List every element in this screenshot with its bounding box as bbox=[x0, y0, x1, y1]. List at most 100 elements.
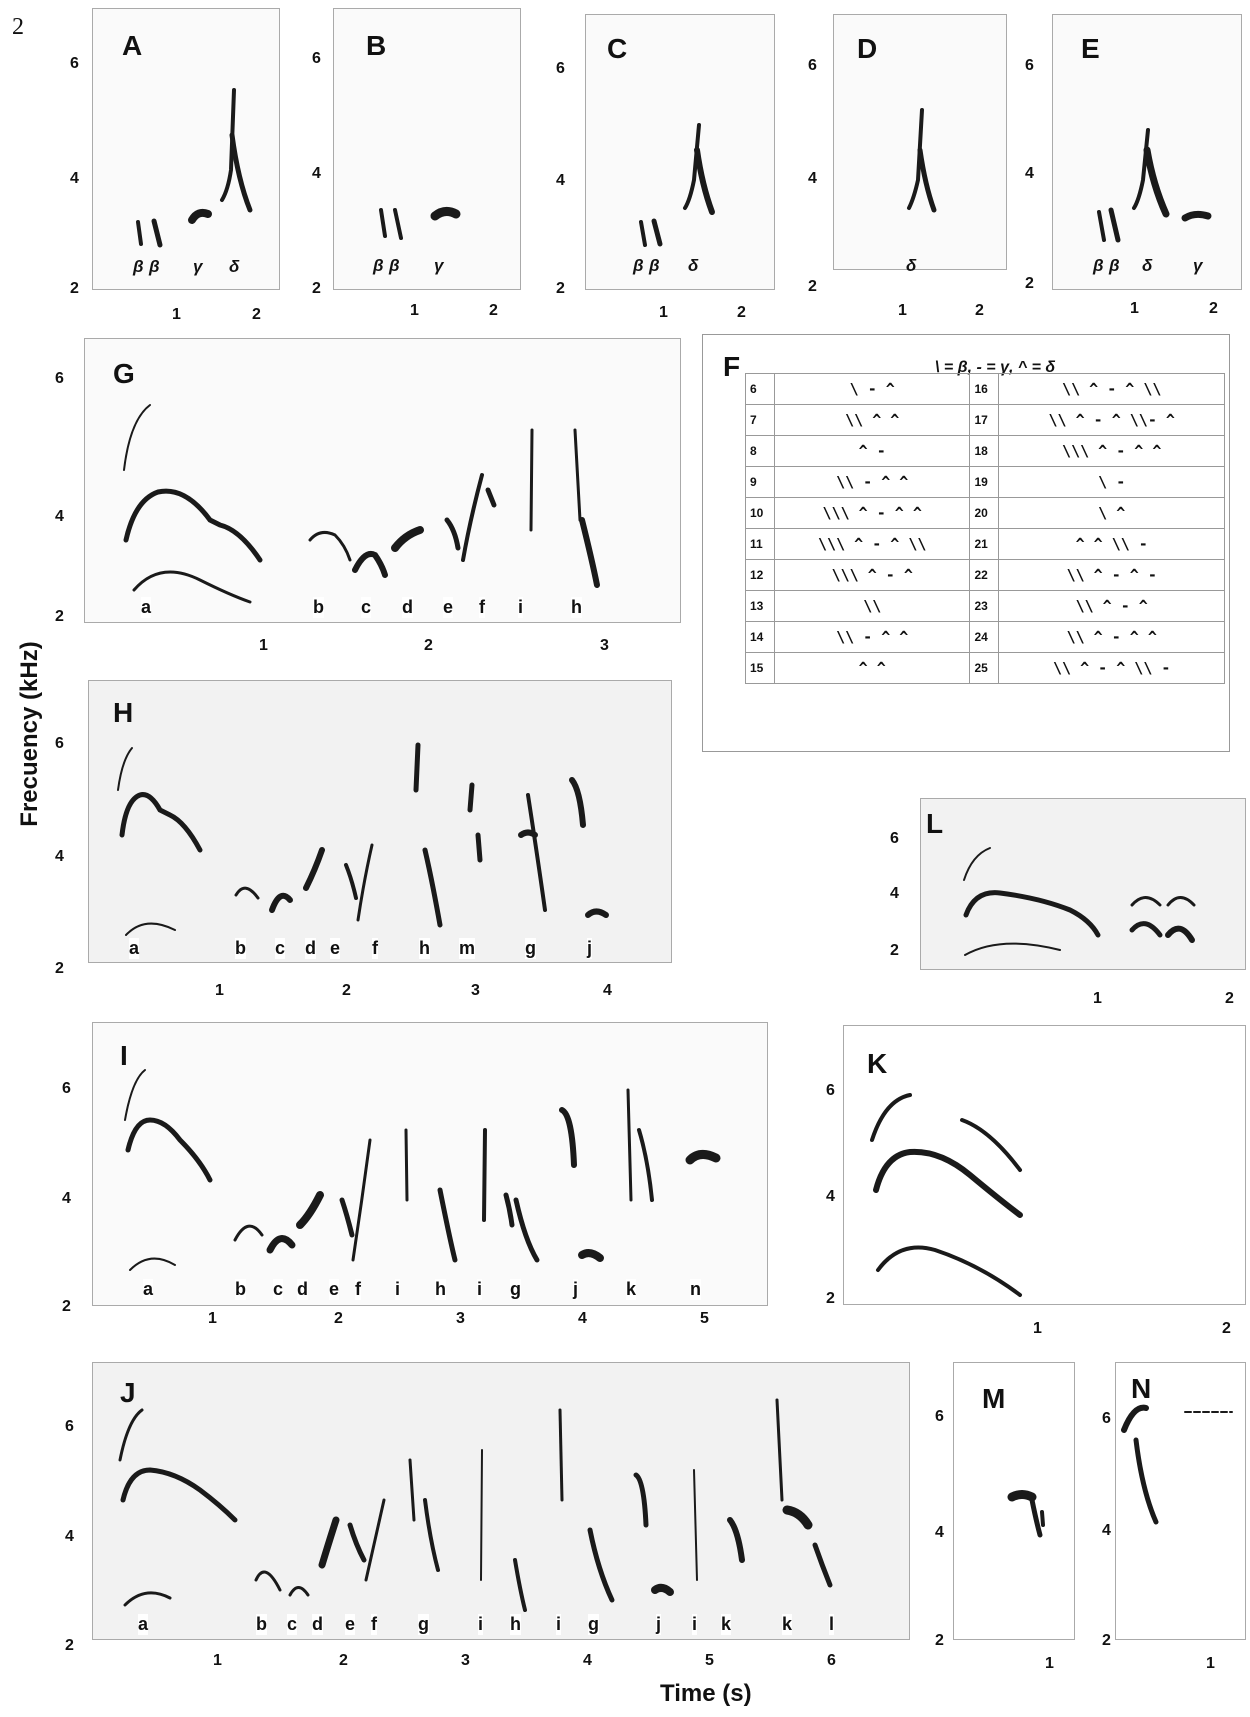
sequence-row: 7 \\ ^ ^ 17 \\ ^ - ^ \\- ^ bbox=[745, 404, 1225, 436]
spectrogram-panel-b bbox=[333, 8, 521, 290]
sequence-number: 16 bbox=[969, 373, 1000, 405]
x-tick: 1 bbox=[215, 982, 224, 999]
x-tick: 2 bbox=[975, 302, 984, 319]
spectrogram-panel-c bbox=[585, 14, 775, 290]
y-tick: 6 bbox=[890, 830, 899, 847]
note-label: n bbox=[690, 1279, 701, 1300]
note-label: β bbox=[133, 257, 144, 276]
note-label: c bbox=[361, 597, 372, 618]
note-label: e bbox=[443, 597, 454, 618]
x-tick: 2 bbox=[1209, 300, 1218, 317]
sequence-number: 17 bbox=[969, 404, 1000, 436]
panel-label-m: M bbox=[982, 1383, 1006, 1414]
note-label: f bbox=[372, 938, 378, 959]
sequence-pattern: \\ ^ - ^ \\- ^ bbox=[998, 404, 1225, 436]
y-tick: 4 bbox=[890, 885, 899, 902]
sequence-pattern: \\ ^ ^ bbox=[773, 404, 971, 436]
note-label: h bbox=[419, 938, 430, 959]
y-tick: 4 bbox=[935, 1524, 944, 1541]
note-label: d bbox=[402, 597, 413, 618]
y-tick: 6 bbox=[62, 1080, 71, 1097]
sequence-legend-table: F \ = β, - = γ, ^ = δ 6 \ - ^ 16 \\ ^ - ^ \… bbox=[702, 334, 1230, 752]
note-label: j bbox=[573, 1279, 579, 1300]
x-tick: 3 bbox=[456, 1310, 465, 1327]
y-tick: 6 bbox=[935, 1408, 944, 1425]
y-tick: 6 bbox=[808, 57, 817, 74]
y-tick: 4 bbox=[312, 165, 321, 182]
note-label: γ bbox=[193, 257, 203, 276]
x-tick: 2 bbox=[252, 306, 261, 323]
y-tick: 6 bbox=[55, 370, 64, 387]
x-tick: 1 bbox=[172, 306, 181, 323]
x-tick: 1 bbox=[1093, 990, 1102, 1007]
note-label: a bbox=[129, 938, 140, 959]
y-tick: 2 bbox=[935, 1632, 944, 1649]
y-tick: 2 bbox=[62, 1298, 71, 1315]
x-tick: 4 bbox=[603, 982, 612, 999]
sequence-row: 11 \\\ ^ - ^ \\ 21 ^ ^ \\ - bbox=[745, 528, 1225, 560]
y-tick: 4 bbox=[55, 848, 64, 865]
x-tick: 1 bbox=[659, 304, 668, 321]
note-label: β bbox=[389, 256, 400, 275]
note-label: c bbox=[273, 1279, 284, 1300]
note-label: k bbox=[626, 1279, 637, 1300]
note-label: γ bbox=[1193, 256, 1203, 275]
x-tick: 4 bbox=[583, 1652, 592, 1669]
sequence-pattern: \\\ ^ - ^ bbox=[773, 559, 971, 591]
sequence-pattern: \\\ ^ - ^ ^ bbox=[998, 435, 1225, 467]
note-label: g bbox=[588, 1614, 599, 1635]
y-tick: 4 bbox=[556, 172, 565, 189]
spectrogram-panel-j bbox=[92, 1362, 910, 1640]
note-label: g bbox=[510, 1279, 521, 1300]
x-tick: 1 bbox=[259, 637, 268, 654]
panel-label-j: J bbox=[120, 1377, 136, 1408]
sequence-row: 6 \ - ^ 16 \\ ^ - ^ \\ bbox=[745, 373, 1225, 405]
note-label: γ bbox=[434, 256, 444, 275]
note-label: β bbox=[1109, 256, 1120, 275]
y-tick: 6 bbox=[312, 50, 321, 67]
sequence-pattern: ^ - bbox=[773, 435, 971, 467]
note-label: i bbox=[478, 1614, 484, 1635]
sequence-number: 23 bbox=[969, 590, 1000, 622]
sequence-table: 6 \ - ^ 16 \\ ^ - ^ \\ 7 \\ ^ ^ 17 \\ ^ - ^ \\-… bbox=[745, 373, 1225, 684]
x-tick: 1 bbox=[208, 1310, 217, 1327]
note-label: f bbox=[371, 1614, 377, 1635]
note-label: i bbox=[518, 597, 524, 618]
y-tick: 4 bbox=[826, 1188, 835, 1205]
sequence-number: 12 bbox=[745, 559, 775, 591]
panel-label-b: B bbox=[366, 30, 387, 61]
y-tick: 2 bbox=[70, 280, 79, 297]
sequence-number: 20 bbox=[969, 497, 1000, 529]
spectrogram-panel-k bbox=[843, 1025, 1246, 1305]
note-label: e bbox=[345, 1614, 356, 1635]
panel-label-a: A bbox=[122, 30, 143, 61]
y-tick: 6 bbox=[556, 60, 565, 77]
note-label: δ bbox=[229, 257, 240, 276]
x-tick: 5 bbox=[705, 1652, 714, 1669]
x-tick: 1 bbox=[1130, 300, 1139, 317]
note-label: i bbox=[477, 1279, 483, 1300]
note-label: h bbox=[571, 597, 582, 618]
sequence-pattern: \ - ^ bbox=[773, 373, 971, 405]
note-label: a bbox=[141, 597, 152, 618]
x-tick: 2 bbox=[424, 637, 433, 654]
note-label: d bbox=[297, 1279, 308, 1300]
y-tick: 4 bbox=[1025, 165, 1034, 182]
note-label: m bbox=[459, 938, 476, 959]
y-tick: 6 bbox=[55, 735, 64, 752]
x-tick: 3 bbox=[600, 637, 609, 654]
x-tick: 2 bbox=[342, 982, 351, 999]
note-label: a bbox=[143, 1279, 154, 1300]
legend-key: \ = β, - = γ, ^ = δ bbox=[935, 359, 1056, 376]
sequence-row: 9 \\ - ^ ^ 19 \ - bbox=[745, 466, 1225, 498]
note-label: d bbox=[312, 1614, 323, 1635]
x-tick: 1 bbox=[898, 302, 907, 319]
